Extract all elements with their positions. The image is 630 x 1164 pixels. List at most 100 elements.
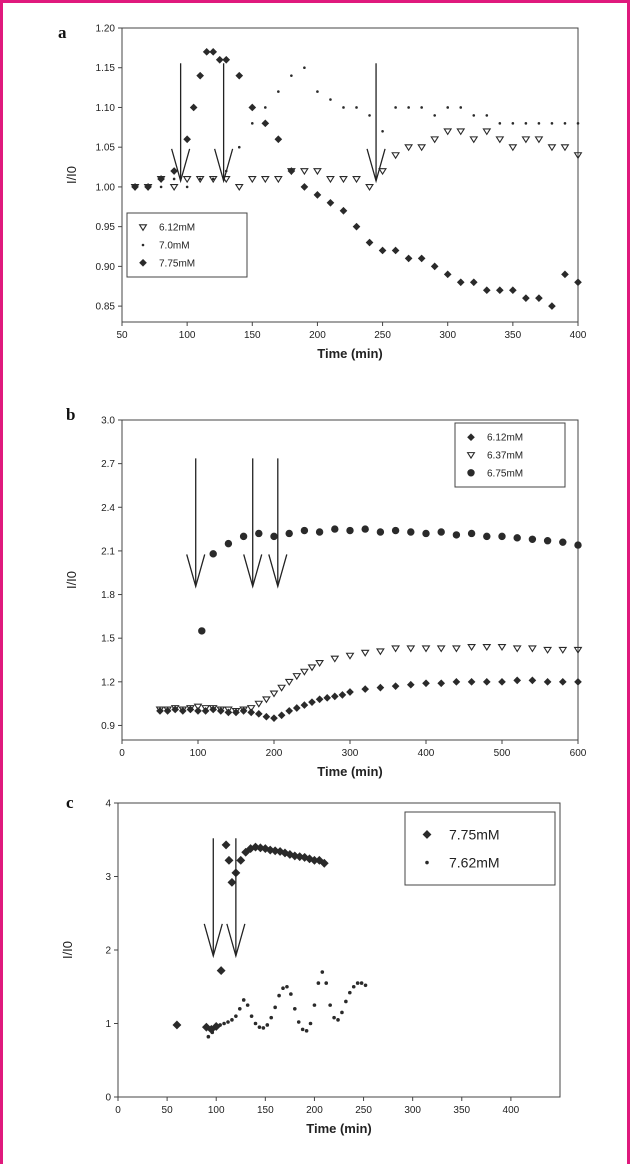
data-point [157, 175, 165, 183]
data-point [208, 705, 218, 713]
data-point [576, 122, 580, 125]
data-point [404, 144, 414, 152]
data-point [417, 254, 426, 263]
arrow-marker [213, 63, 234, 184]
data-point [178, 706, 188, 714]
data-point [437, 528, 445, 536]
data-point [485, 114, 489, 117]
data-point [159, 185, 163, 189]
series-7.62mM [206, 970, 368, 1039]
x-tick-label: 150 [244, 330, 261, 341]
data-point [355, 981, 360, 985]
data-point [378, 246, 387, 255]
data-point [543, 646, 552, 654]
arrow-head [171, 148, 191, 184]
data-point [245, 1003, 250, 1007]
y-tick-label: 2.1 [101, 546, 115, 557]
data-point [269, 690, 279, 698]
data-point [170, 167, 178, 175]
panel-letter: a [58, 23, 67, 42]
data-point [469, 278, 478, 287]
y-tick-label: 2.4 [101, 503, 115, 514]
x-tick-label: 150 [257, 1105, 274, 1116]
y-tick-label: 4 [105, 799, 111, 810]
arrow-head [213, 148, 234, 184]
data-point [227, 877, 237, 887]
data-point [313, 191, 322, 199]
series-6.75mM [198, 525, 582, 635]
series-6.12mM [156, 676, 582, 723]
data-point [196, 71, 204, 80]
data-point [574, 278, 582, 287]
legend-label: 6.75mM [487, 468, 523, 479]
y-tick-label: 1.8 [101, 590, 115, 601]
data-point [216, 706, 226, 714]
legend-label: 6.12mM [159, 223, 195, 234]
data-point [224, 706, 233, 714]
data-point [285, 529, 293, 538]
x-tick-label: 350 [453, 1105, 470, 1116]
data-point [535, 294, 543, 302]
data-point [522, 294, 530, 302]
data-point [528, 676, 537, 685]
data-point [247, 176, 257, 184]
data-point [497, 643, 507, 652]
data-point [289, 992, 293, 996]
data-point [249, 1014, 254, 1018]
data-point [231, 707, 241, 716]
data-point [524, 122, 528, 125]
x-tick-label: 250 [355, 1105, 372, 1116]
data-point [193, 703, 203, 711]
data-point [277, 711, 286, 720]
data-point [391, 645, 400, 653]
data-point [574, 677, 582, 686]
data-point [469, 136, 479, 144]
data-point [528, 535, 537, 543]
data-point [246, 705, 256, 713]
data-point [338, 691, 347, 699]
legend-marker [467, 469, 475, 477]
data-point [270, 532, 278, 541]
legend-label: 6.12mM [487, 433, 523, 444]
data-point [313, 168, 322, 176]
data-point [218, 1023, 222, 1027]
y-tick-label: 2.7 [101, 459, 115, 470]
data-point [183, 135, 191, 144]
x-tick-label: 100 [190, 748, 207, 759]
data-point [284, 678, 294, 686]
y-tick-label: 0.85 [96, 302, 116, 313]
chart-panel-a: a 50 100 150 200 250 300 350 400 0.85 0.90 0.95 1.00… [58, 23, 587, 361]
data-point [248, 103, 257, 112]
data-point [573, 152, 583, 160]
y-tick-label: 3 [105, 872, 111, 883]
data-point [253, 1021, 258, 1026]
data-point [312, 1003, 317, 1007]
data-point [308, 1021, 313, 1026]
data-point [273, 1005, 277, 1010]
data-point [456, 278, 465, 287]
arrow-head [226, 923, 246, 959]
data-point [537, 122, 541, 125]
data-point [277, 684, 286, 692]
arrow-marker [186, 458, 206, 589]
data-point [528, 645, 537, 653]
data-point [452, 677, 461, 686]
data-point [163, 706, 172, 714]
data-point [250, 122, 254, 125]
plot-frame [121, 27, 579, 323]
data-point [170, 705, 180, 713]
y-axis-label: I/I0 [64, 571, 79, 589]
data-point [345, 652, 355, 660]
data-point [513, 676, 522, 685]
arrow-head [186, 554, 206, 589]
data-point [222, 1021, 226, 1026]
data-point [247, 708, 256, 717]
data-point [316, 981, 321, 985]
data-point [509, 286, 517, 295]
y-tick-label: 1.5 [101, 634, 115, 645]
data-point [330, 655, 340, 663]
data-point [498, 677, 506, 686]
data-point [360, 649, 370, 657]
data-point [330, 692, 339, 701]
